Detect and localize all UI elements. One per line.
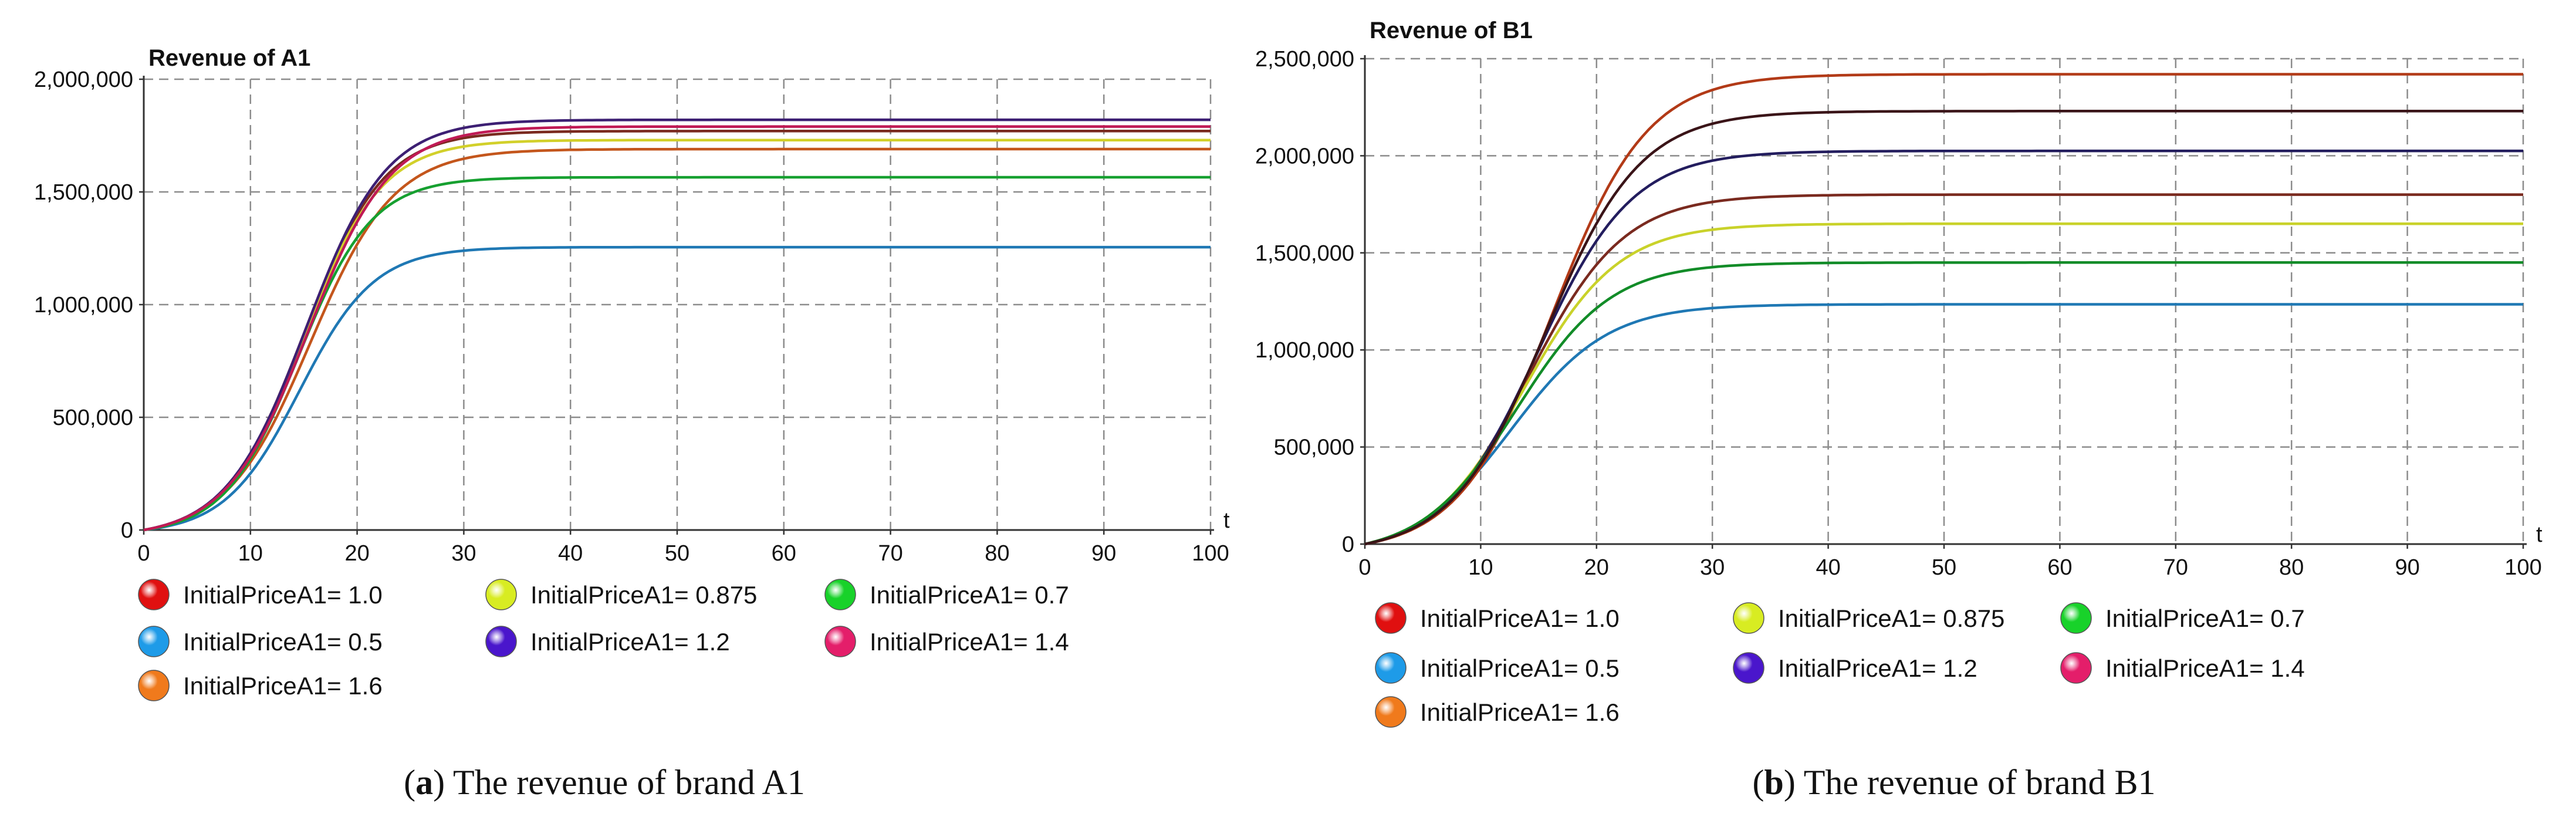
x-axis-label: t [2536,522,2543,547]
series-line-6 [143,125,1211,532]
legend-marker-icon [138,579,170,610]
legend-marker-icon [2060,652,2092,684]
caption-text: ) The revenue of brand A1 [433,763,805,802]
legend-label: InitialPriceA1= 1.6 [1420,698,1620,726]
legend-label: InitialPriceA1= 1.0 [183,581,383,609]
x-tick-label: 30 [1700,555,1725,580]
legend-marker-icon [1733,602,1764,634]
x-tick-label: 70 [2163,555,2188,580]
legend-label: InitialPriceA1= 1.4 [2105,654,2305,682]
legend-marker-icon [485,579,517,610]
chart-title: Revenue of B1 [1370,18,1533,43]
legend-marker-icon [1375,696,1407,728]
legend-marker-icon [485,626,517,657]
caption-letter: b [1764,763,1783,802]
legend-label: InitialPriceA1= 0.5 [1420,654,1620,682]
series-line-3 [1364,222,2523,546]
x-tick-label: 20 [344,541,369,566]
legend-marker-icon [1375,602,1407,634]
legend-label: InitialPriceA1= 0.875 [1778,605,2004,632]
legend-label: InitialPriceA1= 0.7 [870,581,1069,609]
series-line-4 [1364,149,2523,546]
chart-panel-b: 0 10 20 30 40 50 60 70 80 90 100 0 500,000 1,000,000 1… [1255,18,2543,802]
y-tick-label: 2,500,000 [1255,47,1354,72]
y-tick-label: 2,000,000 [34,67,133,92]
x-tick-label: 0 [137,541,150,566]
x-tick-label: 10 [238,541,263,566]
x-tick-label: 40 [1816,555,1840,580]
series-line-2 [143,147,1211,532]
legend-label: InitialPriceA1= 0.5 [183,628,383,656]
y-tick-label: 1,000,000 [1255,338,1354,363]
legend-marker-icon [824,626,856,657]
series-line-6 [1364,110,2523,546]
series-line-2 [1364,73,2523,546]
y-tick-label: 1,500,000 [1255,241,1354,266]
x-tick-label: 10 [1468,555,1493,580]
x-tick-label: 100 [1192,541,1229,566]
legend-label: InitialPriceA1= 1.2 [530,628,730,656]
legend-marker-icon [2060,602,2092,634]
legend-label: InitialPriceA1= 1.4 [870,628,1069,656]
series-line-0 [1364,193,2523,546]
legend-label: InitialPriceA1= 0.875 [530,581,757,609]
caption-prefix: ( [404,763,415,802]
legend-label: InitialPriceA1= 1.2 [1778,654,1977,682]
y-tick-label: 0 [1342,532,1354,557]
series-line-4 [143,118,1211,532]
x-tick-label: 60 [2047,555,2072,580]
x-tick-label: 80 [2279,555,2304,580]
x-tick-label: 0 [1358,555,1371,580]
x-tick-label: 80 [985,541,1009,566]
y-tick-label: 500,000 [53,406,133,430]
x-tick-label: 100 [2504,555,2541,580]
y-tick-label: 1,000,000 [34,293,133,318]
figure-caption: (a) The revenue of brand A1 [404,763,805,802]
x-tick-label: 70 [878,541,902,566]
legend-label: InitialPriceA1= 1.0 [1420,605,1620,632]
x-tick-label: 20 [1584,555,1609,580]
y-tick-label: 500,000 [1274,435,1354,460]
legend-label: InitialPriceA1= 1.6 [183,672,383,700]
series-line-5 [1364,261,2523,546]
caption-prefix: ( [1752,763,1764,802]
y-tick-label: 0 [121,518,133,543]
legend-marker-icon [138,626,170,657]
chart-panel-a: 0 10 20 30 40 50 60 70 80 90 100 0 500,000 1,000,000 1… [34,45,1230,802]
x-tick-label: 40 [558,541,583,566]
caption-letter: a [415,763,433,802]
x-tick-label: 50 [1932,555,1956,580]
x-tick-label: 90 [1091,541,1116,566]
x-tick-label: 90 [2395,555,2419,580]
x-tick-label: 30 [451,541,476,566]
legend-label: InitialPriceA1= 0.7 [2105,605,2305,632]
chart-title: Revenue of A1 [148,45,310,71]
legend-marker-icon [1733,652,1764,684]
x-tick-label: 50 [665,541,689,566]
series-line-1 [143,245,1211,532]
y-tick-label: 2,000,000 [1255,144,1354,168]
caption-text: ) The revenue of brand B1 [1784,763,2156,802]
legend-marker-icon [1375,652,1407,684]
series-line-1 [1364,303,2523,546]
y-tick-label: 1,500,000 [34,180,133,205]
x-axis-label: t [1223,508,1230,533]
legend-marker-icon [138,670,170,701]
legend-marker-icon [824,579,856,610]
x-tick-label: 60 [772,541,796,566]
figure-caption: (b) The revenue of brand B1 [1752,763,2155,802]
